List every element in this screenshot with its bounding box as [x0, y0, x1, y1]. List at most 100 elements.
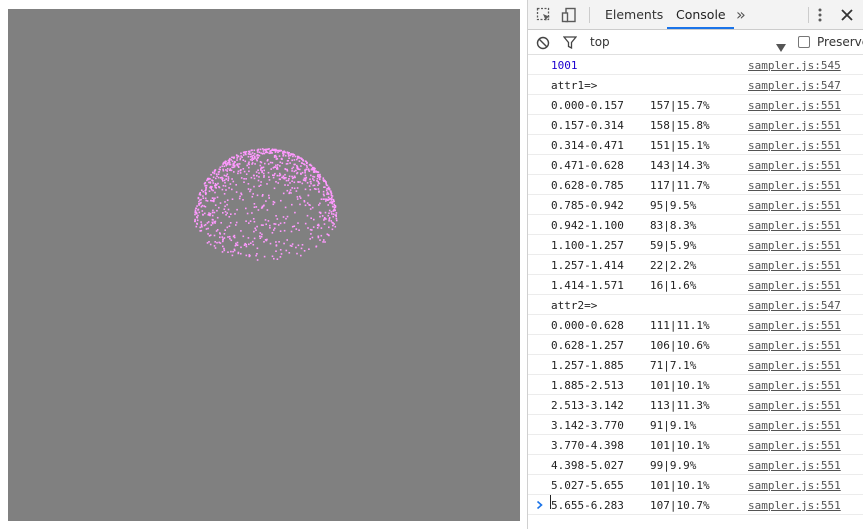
source-link[interactable]: sampler.js:551: [748, 439, 841, 452]
point: [288, 175, 291, 178]
filter-icon[interactable]: [562, 28, 578, 57]
source-link[interactable]: sampler.js:551: [748, 399, 841, 412]
console-message-row: 0.000-0.628 111|11.1% sampler.js:551: [528, 315, 863, 335]
source-link[interactable]: sampler.js:551: [748, 339, 841, 352]
more-tabs-button[interactable]: »: [736, 5, 746, 24]
tab-console[interactable]: Console: [667, 0, 734, 29]
point: [305, 176, 308, 179]
point: [334, 225, 337, 228]
source-link[interactable]: sampler.js:551: [748, 139, 841, 152]
inspect-element-icon[interactable]: [534, 0, 554, 29]
point: [221, 178, 223, 181]
source-link[interactable]: sampler.js:551: [748, 179, 841, 192]
panel-divider[interactable]: [527, 0, 528, 529]
point: [335, 212, 338, 214]
point: [333, 208, 336, 211]
point: [329, 190, 332, 192]
point: [301, 244, 304, 246]
point: [259, 148, 262, 151]
point: [208, 241, 210, 243]
point: [215, 184, 217, 187]
source-link[interactable]: sampler.js:551: [748, 499, 841, 512]
clear-console-icon[interactable]: [535, 28, 551, 57]
more-options-icon[interactable]: [812, 0, 828, 29]
source-link[interactable]: sampler.js:551: [748, 99, 841, 112]
point: [325, 182, 327, 185]
point: [250, 176, 253, 179]
point: [323, 194, 325, 197]
source-link[interactable]: sampler.js:551: [748, 379, 841, 392]
point: [319, 211, 322, 214]
source-link[interactable]: sampler.js:551: [748, 419, 841, 432]
preserve-log-checkbox[interactable]: [798, 36, 810, 48]
point: [301, 157, 303, 160]
point: [223, 165, 225, 168]
source-link[interactable]: sampler.js:551: [748, 239, 841, 252]
source-link[interactable]: sampler.js:551: [748, 279, 841, 292]
point: [201, 226, 203, 228]
console-message-text: 0.000-0.157: [551, 99, 624, 112]
execution-context-select[interactable]: top: [584, 30, 790, 54]
source-link[interactable]: sampler.js:551: [748, 199, 841, 212]
point: [208, 181, 210, 184]
point: [298, 229, 300, 231]
point: [225, 169, 227, 171]
source-link[interactable]: sampler.js:551: [748, 459, 841, 472]
point: [313, 188, 316, 190]
point: [219, 177, 222, 179]
console-prompt[interactable]: [528, 493, 863, 513]
point: [335, 215, 337, 218]
point: [321, 215, 324, 217]
point: [314, 167, 316, 170]
point: [228, 187, 230, 189]
point: [295, 246, 297, 249]
console-message-row: attr1=> sampler.js:547: [528, 75, 863, 95]
point: [216, 216, 219, 219]
point: [233, 171, 235, 173]
point: [209, 234, 212, 236]
point: [297, 222, 299, 224]
source-link[interactable]: sampler.js:551: [748, 319, 841, 332]
point: [275, 158, 278, 160]
source-link[interactable]: sampler.js:551: [748, 119, 841, 132]
point: [298, 157, 301, 159]
point: [253, 220, 256, 223]
point: [242, 199, 244, 201]
tab-elements[interactable]: Elements: [605, 7, 664, 22]
webgl-canvas[interactable]: [8, 9, 520, 521]
source-link[interactable]: sampler.js:547: [748, 299, 841, 312]
point: [208, 212, 210, 214]
point: [251, 159, 253, 162]
point: [265, 223, 267, 226]
source-link[interactable]: sampler.js:551: [748, 359, 841, 372]
point: [231, 178, 233, 180]
source-link[interactable]: sampler.js:551: [748, 159, 841, 172]
point: [273, 257, 275, 260]
source-link[interactable]: sampler.js:551: [748, 219, 841, 232]
point: [237, 170, 240, 173]
point: [291, 180, 293, 182]
point: [258, 154, 261, 157]
point: [323, 219, 325, 221]
source-link[interactable]: sampler.js:547: [748, 79, 841, 92]
point: [304, 178, 307, 180]
point: [322, 177, 325, 179]
point: [305, 168, 308, 170]
close-icon[interactable]: [837, 0, 857, 29]
point: [255, 158, 258, 161]
device-toolbar-icon[interactable]: [559, 0, 579, 29]
point: [218, 206, 220, 209]
point: [226, 212, 228, 214]
point: [198, 204, 200, 206]
source-link[interactable]: sampler.js:551: [748, 479, 841, 492]
point: [227, 176, 230, 178]
source-link[interactable]: sampler.js:551: [748, 259, 841, 272]
point: [212, 176, 215, 179]
source-link[interactable]: sampler.js:545: [748, 59, 841, 72]
point: [217, 173, 220, 175]
point: [284, 168, 287, 171]
point: [198, 211, 201, 214]
point: [248, 254, 251, 256]
point: [287, 153, 289, 155]
point: [284, 184, 286, 186]
